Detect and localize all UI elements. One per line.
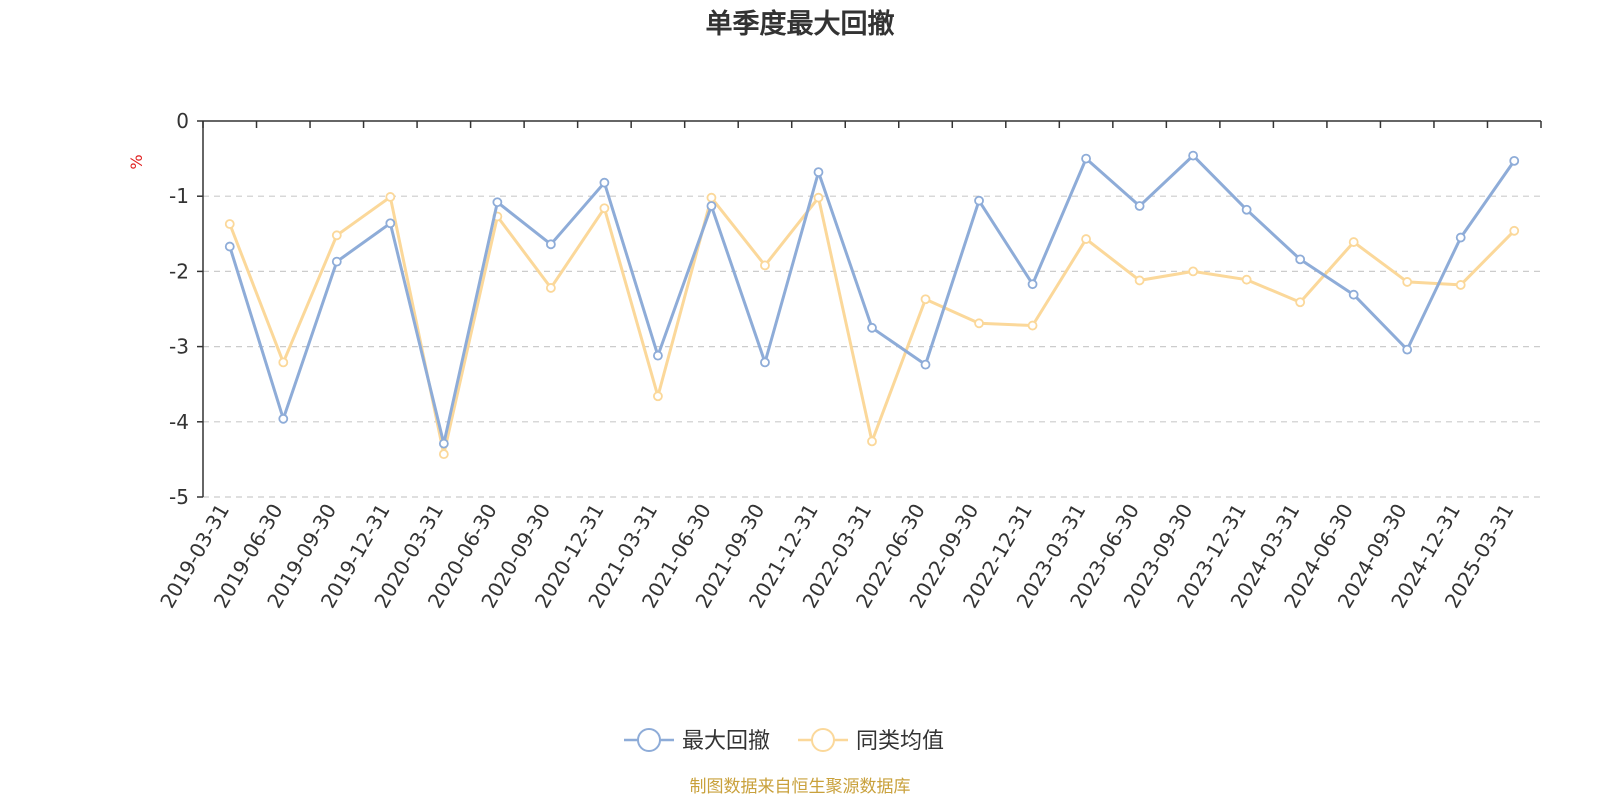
data-point[interactable] — [438, 438, 449, 449]
legend-marker-icon — [637, 728, 661, 752]
data-point[interactable] — [278, 357, 289, 368]
y-tick-label: -1 — [169, 184, 189, 208]
data-point[interactable] — [492, 197, 503, 208]
data-point[interactable] — [1188, 150, 1199, 161]
data-point[interactable] — [920, 359, 931, 370]
series-layer — [224, 150, 1520, 460]
chart-title: 单季度最大回撤 — [706, 8, 895, 40]
data-point[interactable] — [1348, 237, 1359, 247]
y-axis-unit: % — [127, 154, 146, 169]
legend-item-0[interactable]: 最大回撤 — [624, 728, 770, 754]
data-point[interactable] — [653, 350, 663, 361]
data-point[interactable] — [224, 241, 235, 252]
data-point[interactable] — [545, 283, 556, 293]
data-point[interactable] — [1134, 201, 1145, 211]
data-point[interactable] — [1402, 277, 1413, 287]
data-point[interactable] — [1188, 266, 1199, 277]
y-tick-label: -2 — [169, 259, 189, 283]
data-point[interactable] — [1081, 234, 1091, 244]
data-point[interactable] — [706, 192, 717, 203]
data-point[interactable] — [706, 201, 717, 211]
y-tick-label: -4 — [169, 410, 189, 434]
axes: 0-1-2-3-4-52019-03-312019-06-302019-09-3… — [155, 109, 1542, 612]
series-0 — [224, 150, 1520, 449]
legend[interactable]: 最大回撤 同类均值 — [624, 728, 944, 754]
data-source-note: 制图数据来自恒生聚源数据库 — [690, 777, 911, 797]
data-point[interactable] — [1509, 225, 1520, 236]
data-point[interactable] — [385, 192, 396, 202]
data-point[interactable] — [599, 203, 610, 214]
data-point[interactable] — [1241, 274, 1252, 285]
data-point[interactable] — [867, 322, 877, 333]
series-line — [228, 154, 1516, 446]
data-point[interactable] — [974, 318, 984, 329]
data-point[interactable] — [813, 167, 824, 178]
series-1 — [224, 192, 1520, 460]
y-tick-label: -3 — [169, 335, 189, 359]
data-point[interactable] — [545, 239, 556, 250]
data-point[interactable] — [1455, 232, 1466, 243]
data-point[interactable] — [1455, 280, 1466, 290]
grid-lines — [203, 195, 1541, 498]
data-point[interactable] — [1348, 289, 1359, 300]
legend-label: 同类均值 — [856, 729, 944, 754]
y-tick-label: -5 — [169, 485, 189, 509]
data-point[interactable] — [1295, 254, 1306, 265]
data-point[interactable] — [760, 260, 770, 271]
legend-item-1[interactable]: 同类均值 — [798, 728, 944, 754]
y-tick-label: 0 — [176, 109, 189, 133]
legend-label: 最大回撤 — [682, 729, 770, 754]
data-point[interactable] — [1027, 320, 1038, 331]
data-point[interactable] — [599, 177, 610, 188]
data-point[interactable] — [331, 256, 342, 267]
data-point[interactable] — [1081, 153, 1091, 164]
data-point[interactable] — [331, 230, 342, 241]
data-point[interactable] — [653, 391, 663, 402]
data-point[interactable] — [760, 357, 770, 368]
data-point[interactable] — [1134, 275, 1145, 286]
data-point[interactable] — [813, 192, 824, 203]
legend-marker-icon — [811, 728, 835, 752]
data-point[interactable] — [867, 436, 877, 447]
data-point[interactable] — [224, 219, 235, 229]
data-point[interactable] — [1402, 344, 1413, 355]
data-point[interactable] — [1509, 155, 1520, 166]
data-point[interactable] — [1295, 297, 1306, 308]
data-point[interactable] — [278, 413, 289, 424]
data-point[interactable] — [438, 449, 449, 460]
data-point[interactable] — [385, 218, 396, 229]
data-point[interactable] — [974, 195, 984, 206]
data-point[interactable] — [920, 294, 931, 305]
data-point[interactable] — [1241, 204, 1252, 215]
data-point[interactable] — [1027, 279, 1038, 290]
